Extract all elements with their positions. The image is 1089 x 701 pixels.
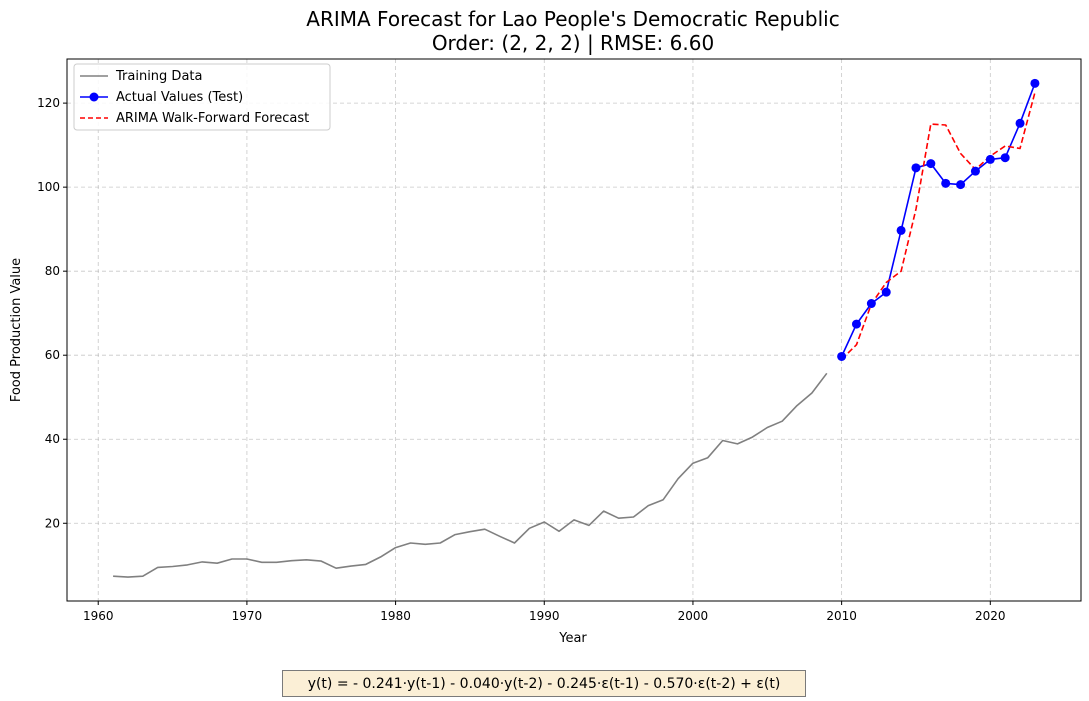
data-point-actual: [911, 163, 921, 173]
data-point-actual: [985, 154, 995, 164]
x-tick-label: 2020: [975, 609, 1006, 623]
series-line-training: [113, 372, 828, 578]
data-point-actual: [970, 166, 980, 176]
series-line-forecast: [841, 92, 1036, 360]
plot-frame: [66, 58, 1082, 602]
x-tick-label: 1990: [529, 609, 560, 623]
model-equation: y(t) = - 0.241·y(t-1) - 0.040·y(t-2) - 0…: [282, 670, 806, 697]
grid: [67, 59, 1081, 601]
data-point-actual: [851, 319, 861, 329]
legend: Training Data Actual Values (Test) ARIMA…: [73, 63, 331, 131]
data-point-actual: [881, 287, 891, 297]
y-tick-label: 120: [37, 96, 60, 110]
x-tick-label: 1970: [232, 609, 263, 623]
data-point-actual: [956, 180, 966, 190]
legend-label-forecast: ARIMA Walk-Forward Forecast: [116, 111, 309, 126]
data-point-actual: [926, 159, 936, 169]
series-layer: [113, 78, 1040, 578]
data-point-actual: [896, 225, 906, 235]
axis-ticks: 1960 1970 1980 1990 2000 2010 2020204060801001…: [37, 96, 1005, 623]
x-tick-label: 2000: [678, 609, 709, 623]
data-point-actual: [1015, 118, 1025, 128]
legend-label-training: Training Data: [115, 69, 202, 84]
x-tick-label: 2010: [826, 609, 857, 623]
data-point-actual: [837, 351, 847, 361]
data-point-actual: [1000, 153, 1010, 163]
chart-title: ARIMA Forecast for Lao People's Democrat…: [306, 7, 839, 31]
y-tick-label: 100: [37, 180, 60, 194]
y-tick-label: 60: [45, 348, 60, 362]
legend-box: [73, 63, 331, 131]
y-tick-label: 20: [45, 516, 60, 530]
x-tick-label: 1960: [83, 609, 114, 623]
y-axis-label: Food Production Value: [9, 258, 24, 402]
data-point-actual: [866, 299, 876, 309]
legend-marker-actual: [89, 92, 99, 102]
y-tick-label: 40: [45, 432, 60, 446]
legend-label-actual: Actual Values (Test): [116, 90, 243, 105]
x-tick-label: 1980: [380, 609, 411, 623]
data-point-actual: [1030, 78, 1040, 88]
data-point-actual: [941, 178, 951, 188]
y-tick-label: 80: [45, 264, 60, 278]
x-axis-label: Year: [558, 631, 587, 646]
chart-subtitle: Order: (2, 2, 2) | RMSE: 6.60: [432, 31, 714, 55]
